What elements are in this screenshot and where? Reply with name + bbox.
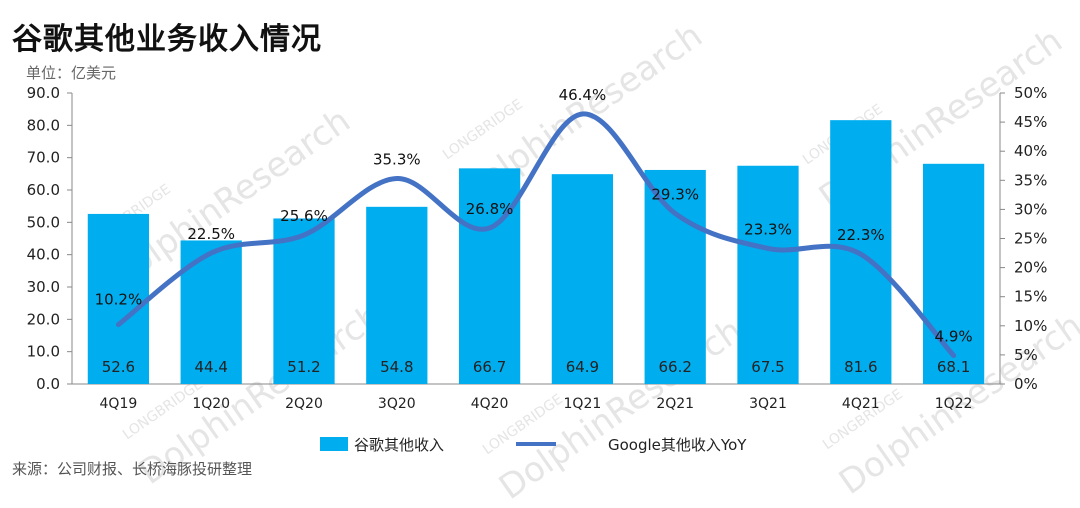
line-value-label: 25.6% [280, 207, 328, 225]
bar [87, 213, 150, 384]
line-value-label: 22.3% [837, 226, 885, 244]
bar [644, 169, 706, 384]
bar-value-label: 54.8 [380, 358, 413, 376]
y-right-tick-label: 25% [1014, 230, 1047, 248]
bar-value-label: 51.2 [287, 358, 320, 376]
x-tick-label: 4Q19 [100, 396, 138, 412]
x-tick-label: 3Q21 [749, 396, 787, 412]
legend-label-line: Google其他收入YoY [608, 436, 747, 454]
y-left-tick-label: 60.0 [27, 181, 60, 199]
y-right-tick-label: 15% [1014, 288, 1047, 306]
x-tick-label: 2Q20 [285, 396, 323, 412]
bar-value-label: 44.4 [194, 358, 227, 376]
bar-value-label: 81.6 [844, 358, 877, 376]
x-tick-label: 1Q22 [935, 396, 973, 412]
bar-value-label: 52.6 [102, 358, 135, 376]
bar [922, 163, 985, 384]
y-right-tick-label: 35% [1014, 171, 1047, 189]
y-right-tick-label: 30% [1014, 200, 1047, 218]
combo-chart: 0.0 10.0 20.0 30.0 40.0 50.0 60.0 70.0 80.0 90.0 0… [27, 84, 1048, 454]
page-title: 谷歌其他业务收入情况 [12, 22, 322, 57]
line-value-label: 22.5% [187, 225, 235, 243]
source-note: 来源：公司财报、长桥海豚投研整理 [12, 460, 253, 478]
y-left-tick-label: 30.0 [27, 278, 60, 296]
x-tick-label: 1Q20 [192, 396, 230, 412]
x-tick-label: 4Q21 [842, 396, 880, 412]
y-right-tick-label: 10% [1014, 317, 1047, 335]
bar [366, 206, 428, 384]
line-value-label: 29.3% [651, 185, 699, 203]
bar-value-label: 67.5 [751, 358, 784, 376]
line-value-label: 10.2% [95, 291, 143, 309]
y-right-tick-label: 45% [1014, 113, 1047, 131]
y-left-tick-label: 80.0 [27, 116, 60, 134]
y-right-tick-label: 50% [1014, 84, 1047, 102]
bar [737, 165, 799, 384]
x-tick-label: 3Q20 [378, 396, 416, 412]
y-left-tick-label: 90.0 [27, 84, 60, 102]
line-value-label: 4.9% [935, 327, 973, 345]
bar-value-label: 66.7 [473, 358, 506, 376]
bar [273, 218, 335, 384]
y-left-tick-label: 0.0 [36, 375, 60, 393]
line-value-label: 23.3% [744, 220, 792, 238]
legend-swatch-bar [320, 437, 348, 451]
legend-label-bar: 谷歌其他收入 [354, 436, 444, 454]
y-right-tick-label: 0% [1014, 375, 1038, 393]
bar-value-label: 64.9 [566, 358, 599, 376]
bar-value-label: 66.2 [658, 358, 691, 376]
y-left-tick-label: 40.0 [27, 246, 60, 264]
line-value-label: 26.8% [466, 200, 514, 218]
y-right-tick-label: 20% [1014, 259, 1047, 277]
x-tick-label: 2Q21 [656, 396, 694, 412]
x-tick-label: 4Q20 [471, 396, 509, 412]
y-left-tick-label: 50.0 [27, 213, 60, 231]
unit-label: 单位：亿美元 [26, 64, 117, 82]
line-value-label: 35.3% [373, 151, 421, 169]
bar-value-label: 68.1 [937, 358, 970, 376]
bar [551, 174, 614, 384]
y-left-tick-label: 20.0 [27, 310, 60, 328]
y-right-tick-label: 5% [1014, 346, 1038, 364]
y-right-tick-label: 40% [1014, 142, 1047, 160]
x-tick-label: 1Q21 [564, 396, 602, 412]
yoy-line [115, 111, 957, 358]
line-value-label: 46.4% [559, 86, 607, 104]
y-left-tick-label: 10.0 [27, 343, 60, 361]
y-left-tick-label: 70.0 [27, 149, 60, 167]
bar [458, 168, 521, 384]
